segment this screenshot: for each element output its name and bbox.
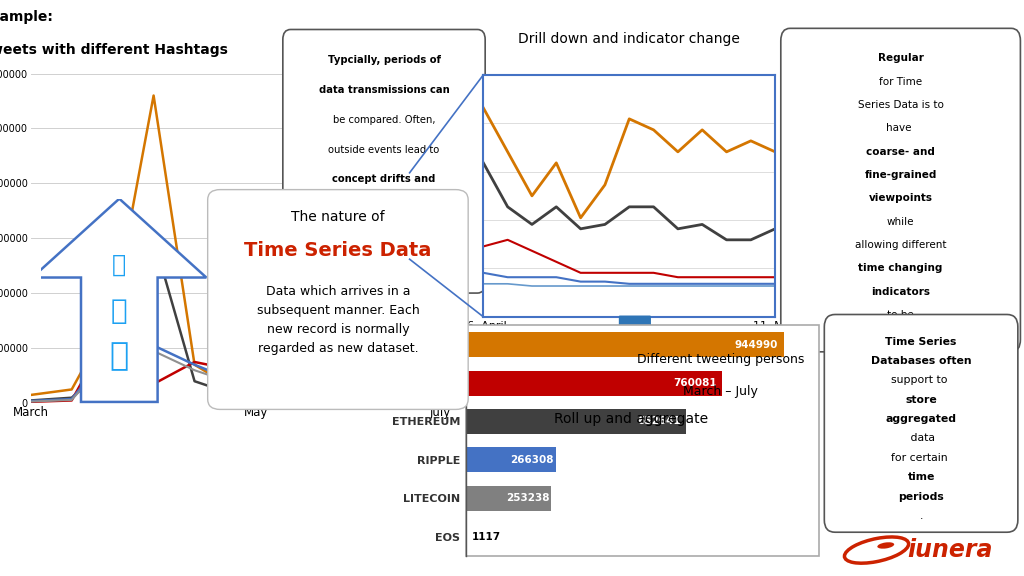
Text: datapoints. We show: datapoints. We show: [332, 234, 436, 244]
Text: indicators: indicators: [871, 286, 930, 297]
Text: support to: support to: [891, 376, 951, 385]
Text: 652641: 652641: [638, 416, 681, 426]
FancyBboxPatch shape: [781, 28, 1020, 352]
Text: periods: periods: [898, 491, 944, 502]
Text: 🐦: 🐦: [110, 341, 129, 372]
Text: Regular: Regular: [878, 53, 924, 63]
Text: Drill down and indicator change: Drill down and indicator change: [518, 32, 740, 46]
Text: 944990: 944990: [734, 340, 777, 350]
Text: have: have: [886, 123, 915, 133]
Text: coarse- and: coarse- and: [866, 146, 935, 157]
Text: concept drifts and: concept drifts and: [333, 175, 435, 184]
FancyArrow shape: [601, 316, 668, 401]
Ellipse shape: [878, 542, 894, 549]
Text: outside events lead to: outside events lead to: [329, 145, 439, 154]
FancyBboxPatch shape: [208, 190, 468, 410]
Text: allowing different: allowing different: [855, 240, 946, 250]
Text: 266308: 266308: [510, 455, 554, 465]
Text: Time Series Data: Time Series Data: [245, 241, 431, 260]
Text: iunera: iunera: [907, 538, 993, 562]
Bar: [466, 486, 551, 511]
Text: this as “Special Event”.: this as “Special Event”.: [326, 264, 442, 274]
Text: aggregated: aggregated: [886, 414, 956, 424]
Text: fine-grained: fine-grained: [864, 170, 937, 180]
Text: viewpoints: viewpoints: [868, 193, 933, 203]
Bar: [466, 332, 783, 357]
Text: 253238: 253238: [506, 493, 550, 503]
Text: to be: to be: [887, 310, 914, 320]
Text: Series Data is to: Series Data is to: [858, 100, 943, 110]
FancyBboxPatch shape: [283, 29, 485, 293]
Bar: [466, 370, 722, 396]
Text: looked at.: looked at.: [874, 333, 927, 343]
Text: for Time: for Time: [879, 77, 923, 86]
Text: store: store: [905, 395, 937, 405]
Text: Typcially, periods of: Typcially, periods of: [328, 55, 440, 65]
Text: 🐦: 🐦: [113, 253, 126, 277]
Text: 760081: 760081: [673, 378, 717, 388]
FancyBboxPatch shape: [824, 314, 1018, 532]
Polygon shape: [33, 199, 207, 402]
Text: data: data: [907, 433, 935, 444]
Text: Tweets with different Hashtags: Tweets with different Hashtags: [0, 43, 227, 56]
Text: .: .: [920, 511, 923, 521]
Text: Roll up and aggregate: Roll up and aggregate: [554, 412, 708, 426]
Text: be compared. Often,: be compared. Often,: [333, 115, 435, 124]
Text: March – July: March – July: [683, 385, 758, 399]
Text: Special
Event: Special Event: [316, 335, 351, 357]
Text: for certain: for certain: [891, 453, 951, 463]
Text: 1117: 1117: [471, 532, 501, 541]
Text: Data which arrives in a
subsequent manner. Each
new record is normally
regarded : Data which arrives in a subsequent manne…: [257, 285, 419, 355]
Text: The nature of: The nature of: [291, 210, 385, 225]
Text: Databases often: Databases often: [870, 356, 972, 366]
Text: while: while: [887, 217, 914, 226]
Text: time: time: [907, 472, 935, 482]
Text: time changing: time changing: [858, 263, 943, 273]
Bar: [466, 409, 685, 434]
Text: Different tweeting persons: Different tweeting persons: [637, 353, 804, 366]
Text: 🐦: 🐦: [111, 297, 128, 325]
Text: Example:: Example:: [0, 10, 53, 24]
Text: Time Series: Time Series: [886, 336, 956, 347]
Text: amplify the values of: amplify the values of: [332, 204, 436, 214]
Bar: [466, 448, 556, 472]
Text: data transmissions can: data transmissions can: [318, 85, 450, 94]
